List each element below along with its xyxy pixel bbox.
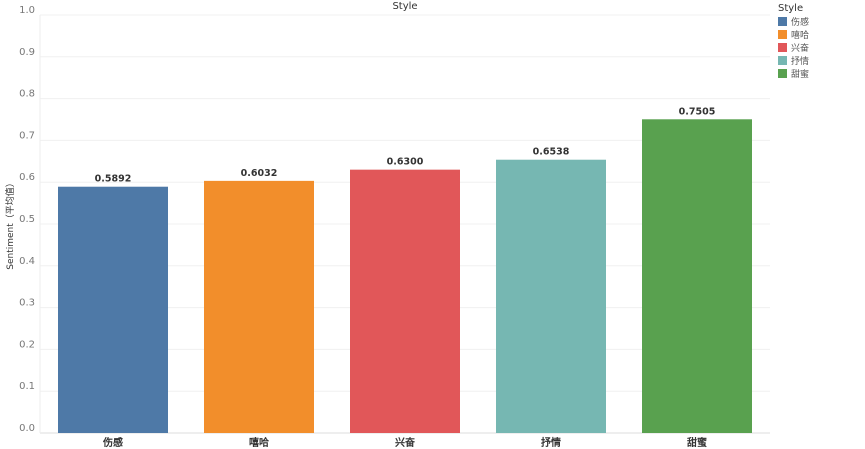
legend-title: Style: [778, 3, 804, 14]
data-label: 0.5892: [95, 174, 132, 185]
legend-label: 伤感: [791, 18, 810, 28]
bar-5: [642, 119, 752, 433]
legend-swatch: [778, 56, 787, 65]
x-tick-label: 抒情: [541, 436, 561, 449]
y-tick-label: 0.8: [19, 89, 35, 100]
y-tick-label: 0.0: [19, 423, 35, 434]
legend-label: 兴奋: [791, 44, 810, 54]
legend-swatch: [778, 69, 787, 78]
y-tick-label: 0.4: [19, 256, 35, 267]
legend-item[interactable]: 抒情: [778, 54, 809, 67]
y-tick-label: 0.1: [19, 381, 35, 392]
legend: Style 伤感嘻哈兴奋抒情甜蜜: [778, 3, 809, 80]
y-tick-label: 1.0: [19, 5, 35, 16]
bar-4: [496, 159, 606, 433]
x-tick-label: 兴奋: [395, 436, 416, 449]
legend-swatch: [778, 17, 787, 26]
x-tick-label: 嘻哈: [249, 436, 269, 449]
y-axis-title: Sentiment（平均值）: [4, 178, 16, 270]
legend-item[interactable]: 伤感: [778, 15, 809, 28]
legend-item[interactable]: 甜蜜: [778, 67, 809, 80]
bar-2: [204, 180, 314, 433]
legend-label: 甜蜜: [791, 70, 810, 80]
legend-item[interactable]: 嘻哈: [778, 28, 809, 41]
data-label: 0.6300: [387, 157, 424, 168]
y-tick-label: 0.5: [19, 214, 35, 225]
legend-swatch: [778, 30, 787, 39]
bar-1: [58, 186, 168, 433]
x-tick-label: 伤感: [102, 436, 123, 449]
chart-title: Style: [392, 1, 418, 12]
data-label: 0.6538: [533, 147, 570, 158]
x-tick-label: 甜蜜: [687, 436, 707, 449]
y-tick-label: 0.3: [19, 298, 35, 309]
data-label: 0.7505: [679, 106, 716, 117]
legend-swatch: [778, 43, 787, 52]
legend-item[interactable]: 兴奋: [778, 41, 809, 54]
bar-3: [350, 169, 460, 433]
y-tick-label: 0.7: [19, 130, 35, 141]
y-tick-label: 0.2: [19, 339, 35, 350]
y-tick-label: 0.6: [19, 172, 35, 183]
legend-label: 抒情: [791, 57, 810, 67]
y-tick-label: 0.9: [19, 47, 35, 58]
data-label: 0.6032: [241, 168, 278, 179]
legend-label: 嘻哈: [791, 31, 810, 41]
